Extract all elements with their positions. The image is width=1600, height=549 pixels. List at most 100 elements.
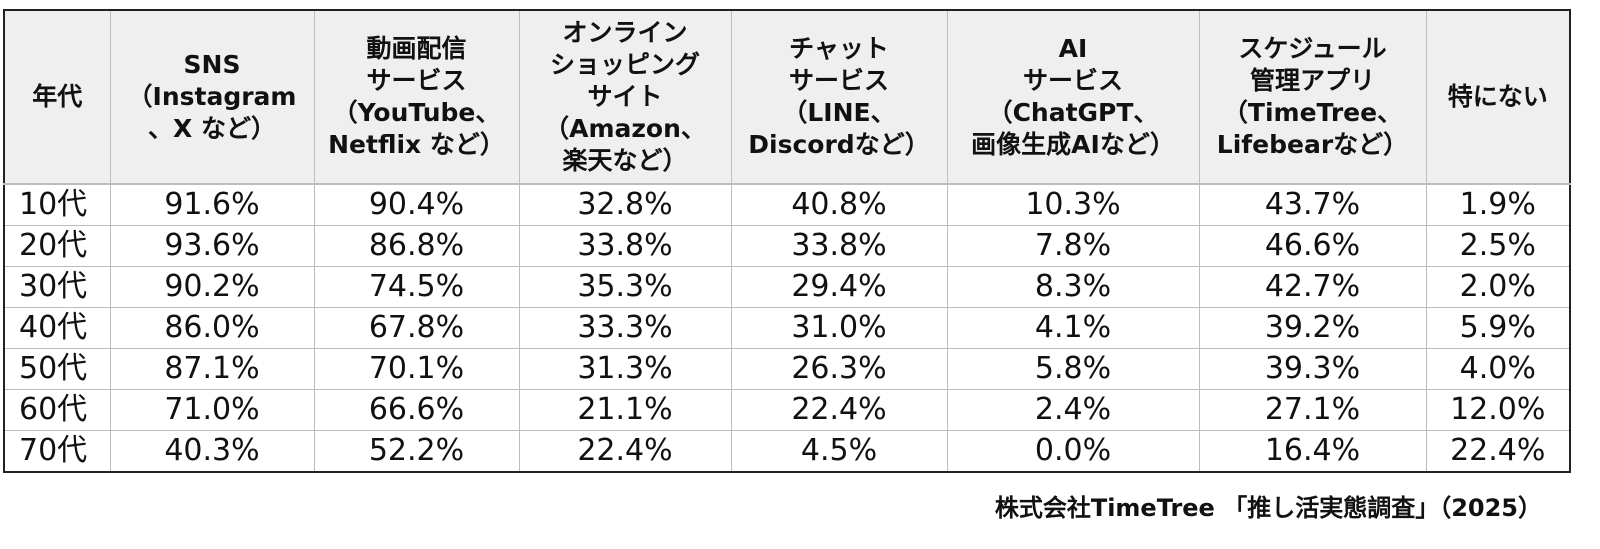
column-header-5: AI サービス （ChatGPT、 画像生成AIなど） xyxy=(946,9,1200,185)
percentage-cell: 2.4% xyxy=(946,389,1200,431)
age-group-label: 20代 xyxy=(3,225,111,267)
percentage-cell: 29.4% xyxy=(730,266,948,308)
table-row: 70代 40.3% 52.2% 22.4% 4.5% 0.0% 16.4% 22.4% xyxy=(3,430,1571,473)
table-body: 10代 91.6% 90.4% 32.8% 40.8% 10.3% 43.7% 1.9% 20代… xyxy=(3,183,1571,473)
column-header-line: 年代 xyxy=(32,82,83,111)
column-header-line: （YouTube、 xyxy=(332,98,501,127)
column-header-line: （ChatGPT、 xyxy=(987,98,1159,127)
table-row: 60代 71.0% 66.6% 21.1% 22.4% 2.4% 27.1% 12.0% xyxy=(3,389,1571,431)
column-header-line: オンライン xyxy=(562,18,688,47)
column-header-3: オンラインショッピング サイト （Amazon、 楽天など） xyxy=(518,9,732,185)
column-header-line: （Instagram xyxy=(127,82,297,111)
percentage-cell: 2.0% xyxy=(1425,266,1571,308)
percentage-cell: 67.8% xyxy=(313,307,520,349)
percentage-cell: 86.8% xyxy=(313,225,520,267)
table-row: 30代 90.2% 74.5% 35.3% 29.4% 8.3% 42.7% 2.0% xyxy=(3,266,1571,308)
column-header-line: チャット xyxy=(789,34,889,63)
column-header-line: サービス xyxy=(366,66,467,95)
percentage-cell: 26.3% xyxy=(730,348,948,390)
column-header-line: 管理アプリ xyxy=(1249,66,1375,95)
age-group-label: 30代 xyxy=(3,266,111,308)
percentage-cell: 0.0% xyxy=(946,430,1200,473)
column-header-line: ショッピング xyxy=(549,50,700,79)
percentage-cell: 42.7% xyxy=(1198,266,1427,308)
percentage-cell: 33.3% xyxy=(518,307,732,349)
percentage-cell: 90.2% xyxy=(109,266,315,308)
column-header-line: SNS xyxy=(183,50,241,79)
age-group-label: 10代 xyxy=(3,183,111,226)
percentage-cell: 10.3% xyxy=(946,183,1200,226)
column-header-4: チャットサービス （LINE、 Discordなど） xyxy=(730,9,948,185)
percentage-cell: 4.1% xyxy=(946,307,1200,349)
percentage-cell: 39.3% xyxy=(1198,348,1427,390)
percentage-cell: 39.2% xyxy=(1198,307,1427,349)
percentage-cell: 91.6% xyxy=(109,183,315,226)
percentage-cell: 35.3% xyxy=(518,266,732,308)
column-header-2: 動画配信 サービス （YouTube、 Netflix など） xyxy=(313,9,520,185)
percentage-cell: 33.8% xyxy=(518,225,732,267)
percentage-cell: 70.1% xyxy=(313,348,520,390)
age-group-label: 50代 xyxy=(3,348,111,390)
percentage-cell: 71.0% xyxy=(109,389,315,431)
column-header-line: サービス xyxy=(788,66,889,95)
percentage-cell: 4.0% xyxy=(1425,348,1571,390)
survey-table: 年代 SNS （Instagram 、X など） 動画配信 サービス （YouTube、 Ne… xyxy=(3,9,1571,473)
percentage-cell: 8.3% xyxy=(946,266,1200,308)
column-header-line: AI xyxy=(1058,34,1088,63)
column-header-6: スケジュール 管理アプリ （TimeTree、 Lifebearなど） xyxy=(1198,9,1427,185)
survey-table-container: 年代 SNS （Instagram 、X など） 動画配信 サービス （YouTube、 Ne… xyxy=(3,9,1571,473)
percentage-cell: 86.0% xyxy=(109,307,315,349)
column-header-age: 年代 xyxy=(3,9,111,185)
percentage-cell: 22.4% xyxy=(518,430,732,473)
percentage-cell: 27.1% xyxy=(1198,389,1427,431)
percentage-cell: 87.1% xyxy=(109,348,315,390)
percentage-cell: 4.5% xyxy=(730,430,948,473)
column-header-1: SNS （Instagram 、X など） xyxy=(109,9,315,185)
table-row: 20代 93.6% 86.8% 33.8% 33.8% 7.8% 46.6% 2.5% xyxy=(3,225,1571,267)
column-header-line: （TimeTree、 xyxy=(1222,98,1403,127)
percentage-cell: 40.3% xyxy=(109,430,315,473)
percentage-cell: 32.8% xyxy=(518,183,732,226)
column-header-line: 、X など） xyxy=(148,114,276,143)
column-header-line: Lifebearなど） xyxy=(1216,130,1409,159)
age-group-label: 70代 xyxy=(3,430,111,473)
percentage-cell: 33.8% xyxy=(730,225,948,267)
percentage-cell: 22.4% xyxy=(730,389,948,431)
percentage-cell: 43.7% xyxy=(1198,183,1427,226)
percentage-cell: 93.6% xyxy=(109,225,315,267)
column-header-7: 特にない xyxy=(1425,9,1571,185)
table-row: 50代 87.1% 70.1% 31.3% 26.3% 5.8% 39.3% 4.0% xyxy=(3,348,1571,390)
percentage-cell: 46.6% xyxy=(1198,225,1427,267)
column-header-line: スケジュール xyxy=(1238,34,1387,63)
column-header-line: （LINE、 xyxy=(782,98,896,127)
percentage-cell: 5.9% xyxy=(1425,307,1571,349)
percentage-cell: 66.6% xyxy=(313,389,520,431)
source-caption: 株式会社TimeTree 「推し活実態調査」（2025） xyxy=(994,494,1542,522)
column-header-line: Netflix など） xyxy=(328,130,505,159)
column-header-line: 楽天など） xyxy=(562,146,688,175)
column-header-line: Discordなど） xyxy=(748,130,930,159)
table-row: 40代 86.0% 67.8% 33.3% 31.0% 4.1% 39.2% 5.9% xyxy=(3,307,1571,349)
column-header-line: サービス xyxy=(1022,66,1123,95)
percentage-cell: 31.0% xyxy=(730,307,948,349)
age-group-label: 40代 xyxy=(3,307,111,349)
table-row: 10代 91.6% 90.4% 32.8% 40.8% 10.3% 43.7% 1.9% xyxy=(3,183,1571,226)
percentage-cell: 31.3% xyxy=(518,348,732,390)
percentage-cell: 21.1% xyxy=(518,389,732,431)
percentage-cell: 12.0% xyxy=(1425,389,1571,431)
column-header-line: 画像生成AIなど） xyxy=(971,130,1175,159)
column-header-line: 特にない xyxy=(1447,82,1548,111)
percentage-cell: 52.2% xyxy=(313,430,520,473)
percentage-cell: 22.4% xyxy=(1425,430,1571,473)
percentage-cell: 7.8% xyxy=(946,225,1200,267)
age-group-label: 60代 xyxy=(3,389,111,431)
percentage-cell: 40.8% xyxy=(730,183,948,226)
percentage-cell: 74.5% xyxy=(313,266,520,308)
percentage-cell: 90.4% xyxy=(313,183,520,226)
percentage-cell: 16.4% xyxy=(1198,430,1427,473)
percentage-cell: 2.5% xyxy=(1425,225,1571,267)
percentage-cell: 5.8% xyxy=(946,348,1200,390)
column-header-line: （Amazon、 xyxy=(544,114,706,143)
percentage-cell: 1.9% xyxy=(1425,183,1571,226)
column-header-line: サイト xyxy=(587,82,663,111)
